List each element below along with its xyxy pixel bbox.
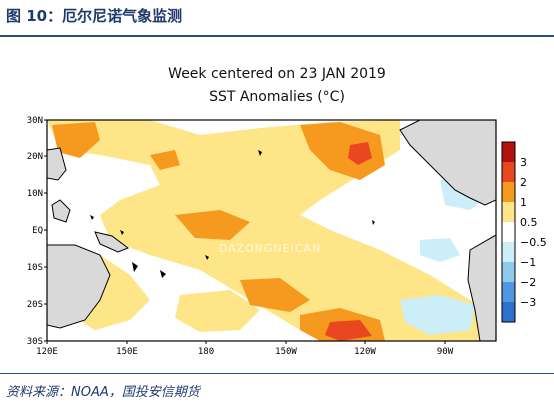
colorbar-swatch-above-3 (502, 142, 515, 162)
borneo-land (51, 199, 71, 223)
island-fiji (160, 270, 166, 278)
weak-warm-south (175, 290, 260, 332)
lat-label-30s: 30S (27, 337, 43, 347)
warm-patch-south-central (240, 278, 310, 312)
lon-label-180: 180 (198, 347, 214, 357)
cool-patch-equatorial-east (420, 238, 460, 262)
colorbar-swatch-neg-1-2 (502, 262, 515, 282)
colorbar-label-neg-2: −2 (520, 276, 536, 289)
lat-label-20n: 20N (27, 152, 43, 162)
warm-patch-small (150, 150, 180, 170)
map-title-week: Week centered on 23 JAN 2019 (168, 66, 386, 82)
lon-label-150w: 150W (275, 347, 297, 357)
island-hawaii (258, 150, 262, 156)
figure-title: 图 10：厄尔尼诺气象监测 (6, 7, 183, 25)
latitude-axis: 30N 20N 10N EQ 10S 20S 30S (27, 116, 47, 347)
lon-label-120w: 120W (354, 347, 376, 357)
watermark-text: DAZONGNEICAN (219, 242, 322, 255)
lon-label-150e: 150E (116, 347, 138, 357)
asia-land (47, 147, 67, 181)
longitude-axis: 120E 150E 180 150W 120W 90W (36, 341, 454, 357)
new-guinea-land (94, 231, 130, 253)
lat-label-10s: 10S (27, 263, 43, 273)
lat-label-30n: 30N (27, 116, 43, 126)
warm-patch-nw (52, 122, 100, 158)
map-title-variable: SST Anomalies (°C) (209, 89, 345, 105)
colorbar-swatch-neutral (502, 222, 515, 242)
colorbar: 3 2 1 0.5 −0.5 −1 −2 −3 (501, 141, 547, 323)
colorbar-label-neg-3: −3 (520, 296, 536, 309)
colorbar-label-2: 2 (520, 176, 527, 189)
hot-patch-ne (348, 142, 372, 165)
warm-patch-central (175, 210, 250, 240)
lon-label-120e: 120E (36, 347, 58, 357)
north-america-land (399, 120, 496, 206)
south-america-land (467, 234, 496, 341)
island-solomon (120, 230, 124, 235)
warm-patch-ne (300, 122, 385, 180)
colorbar-swatch-1-2 (502, 182, 515, 202)
colorbar-border (501, 141, 516, 323)
footer-rule (0, 373, 554, 374)
hot-patch-south (325, 320, 372, 341)
island-samoa (205, 255, 209, 260)
colorbar-swatch-2-3 (502, 162, 515, 182)
report-header: 图 10：厄尔尼诺气象监测 (0, 0, 554, 34)
lat-label-20s: 20S (27, 300, 43, 310)
cool-patch-southeast (400, 295, 475, 335)
colorbar-label-neg-0.5: −0.5 (520, 236, 547, 249)
colorbar-label-0.5: 0.5 (520, 216, 538, 229)
colorbar-swatch-0.5-1 (502, 202, 515, 222)
colorbar-label-neg-1: −1 (520, 256, 536, 269)
lat-label-eq: EQ (32, 226, 43, 236)
lon-label-90w: 90W (437, 347, 454, 357)
island-micronesia (90, 215, 94, 220)
source-note: 资料来源：NOAA，国投安信期货 (6, 385, 200, 400)
island-galapagos (372, 220, 375, 225)
colorbar-swatch-below-neg-3 (502, 302, 515, 322)
island-vanuatu (132, 262, 138, 272)
lat-label-10n: 10N (27, 189, 43, 199)
colorbar-swatch-neg-2-3 (502, 282, 515, 302)
header-rule (0, 35, 554, 37)
australia-land (47, 244, 111, 329)
colorbar-swatch-neg-0.5-1 (502, 242, 515, 262)
weak-warm-region (47, 120, 496, 341)
anomaly-field: DAZONGNEICAN (47, 120, 496, 341)
colorbar-label-3: 3 (520, 156, 527, 169)
colorbar-label-1: 1 (520, 196, 527, 209)
